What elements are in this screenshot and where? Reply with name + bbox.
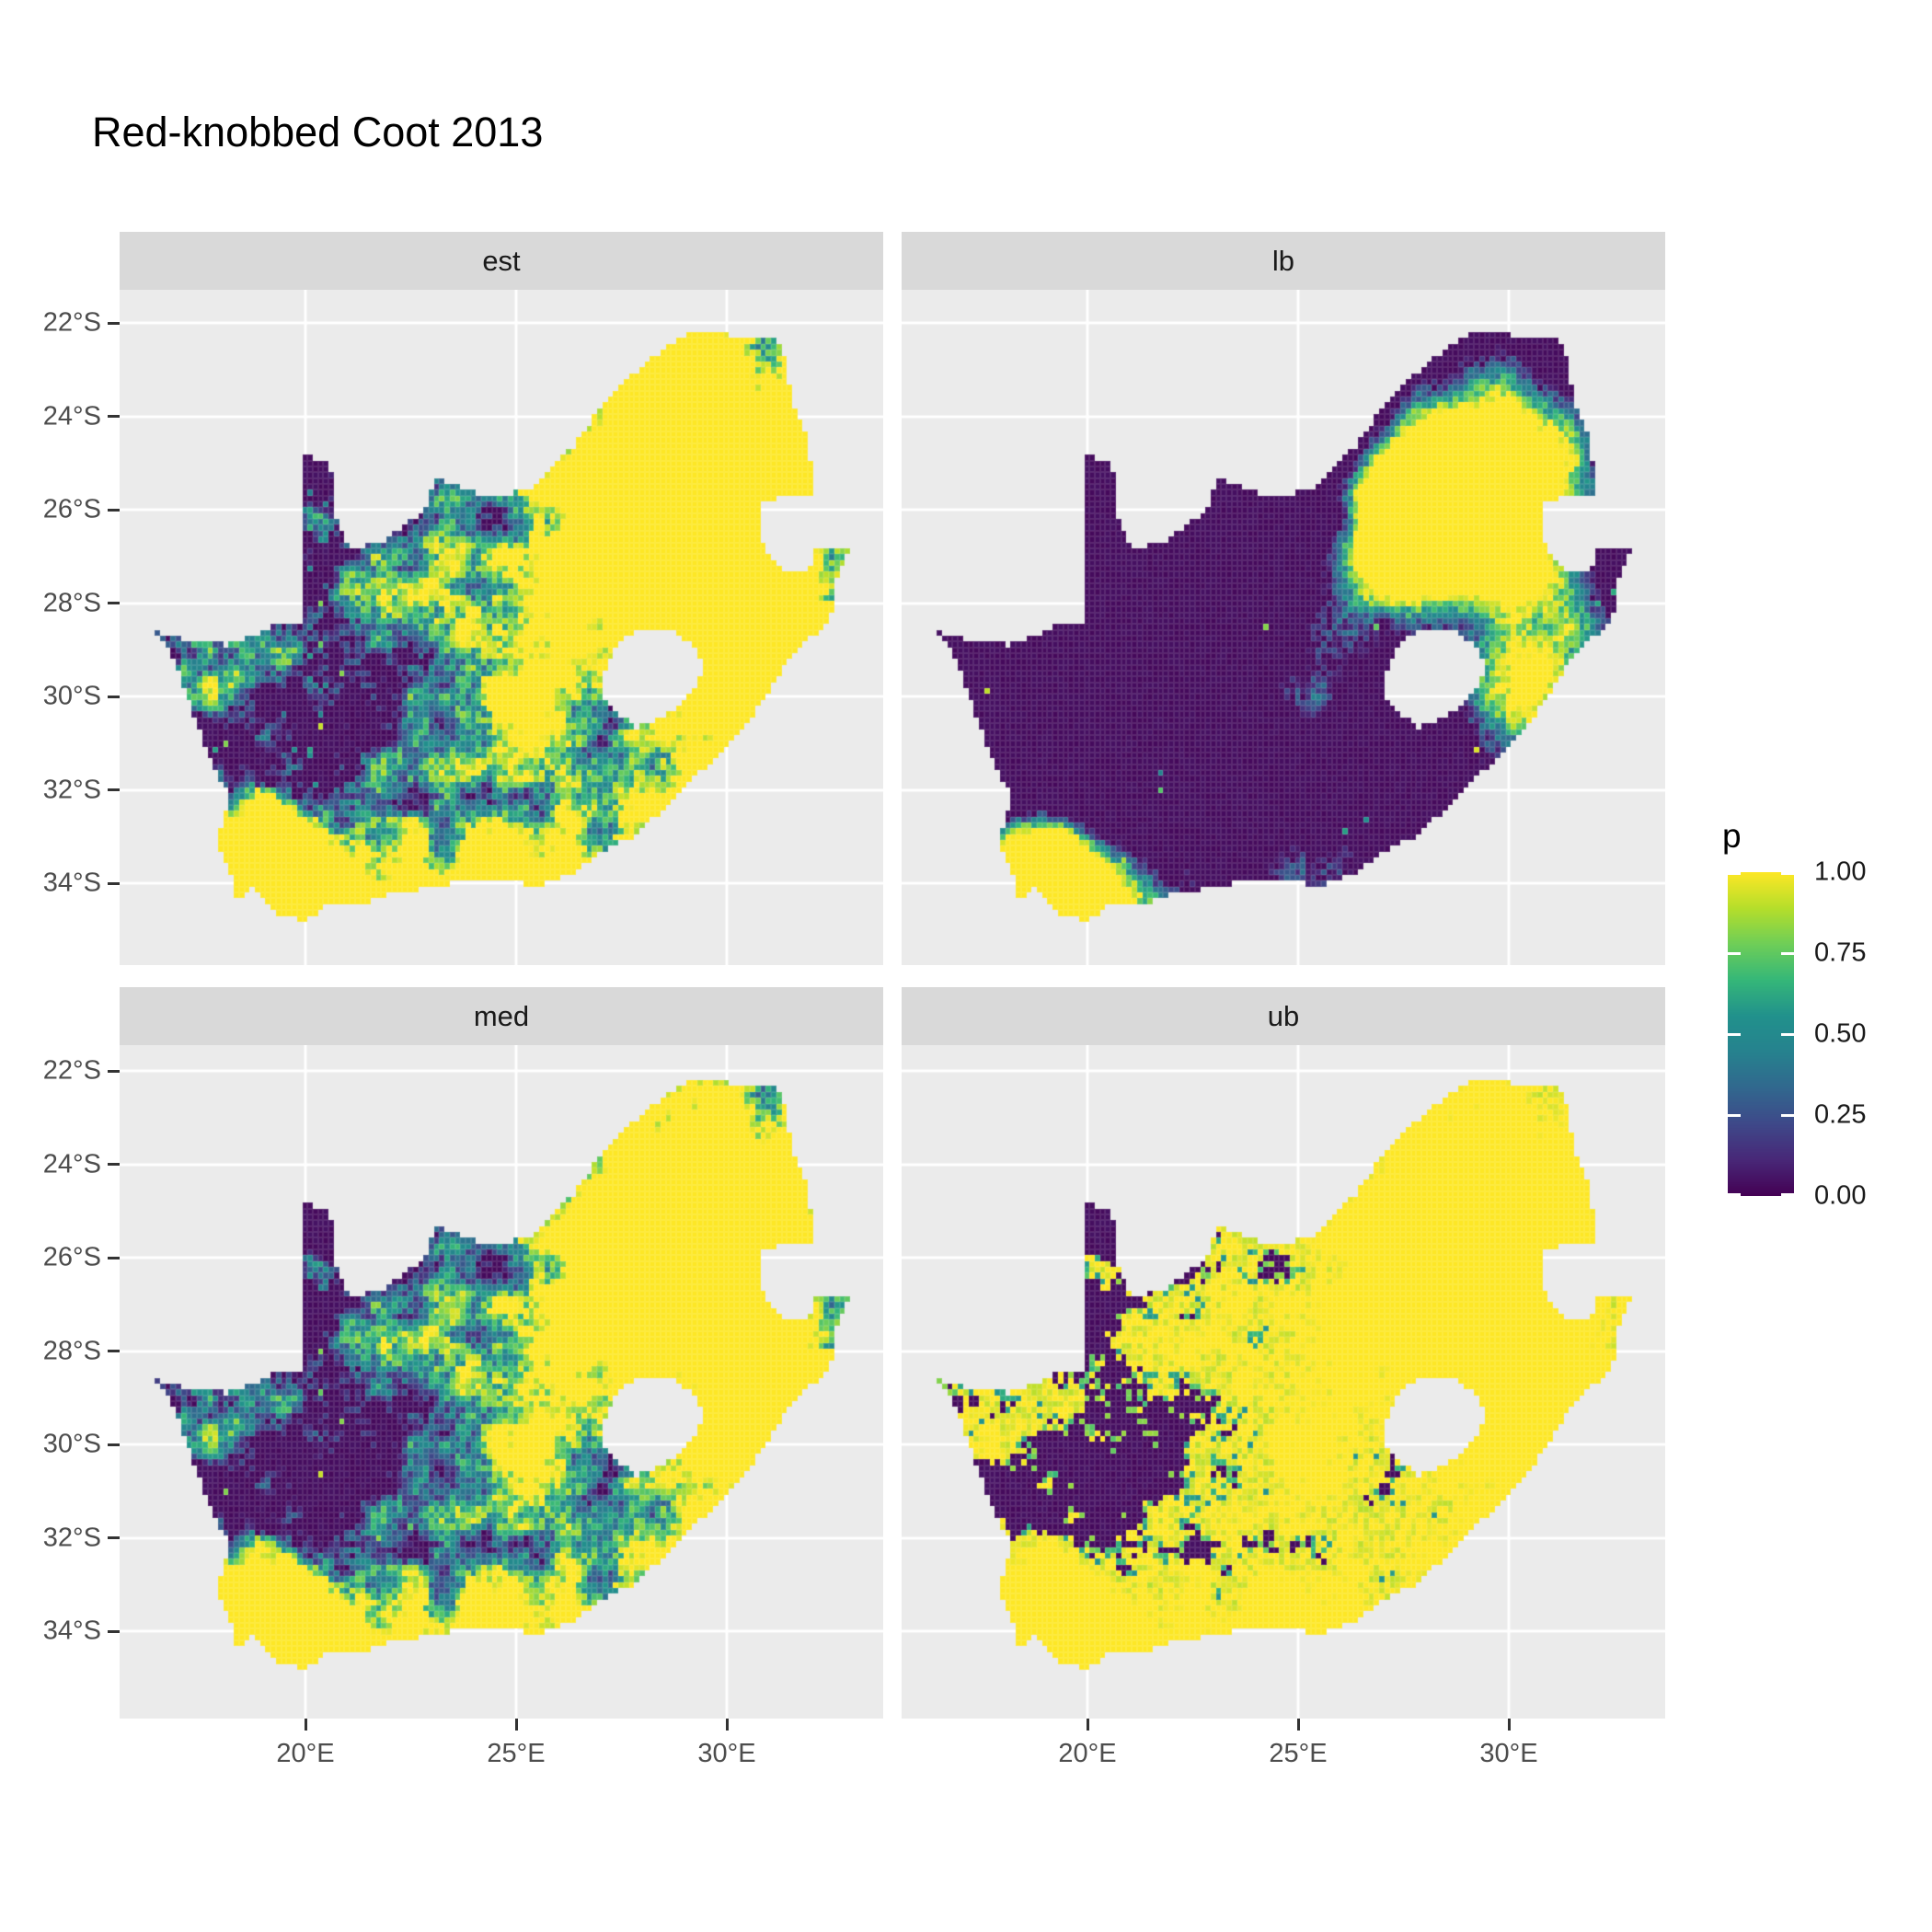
y-tick-label: 26°S	[42, 1242, 101, 1272]
y-axis-tick	[108, 1163, 120, 1166]
legend-tick-label: 1.00	[1814, 857, 1867, 887]
legend-colorbar-tick	[1728, 951, 1741, 955]
y-tick-label: 30°S	[42, 681, 101, 711]
facet-lb-map-panel	[902, 290, 1665, 965]
y-tick-label: 24°S	[42, 401, 101, 431]
legend-colorbar-tick	[1781, 872, 1794, 875]
y-tick-label: 22°S	[42, 1055, 101, 1086]
y-tick-label: 28°S	[42, 1336, 101, 1365]
y-axis-tick	[108, 321, 120, 325]
x-axis-tick	[725, 1719, 729, 1731]
legend-title: p	[1722, 817, 1742, 855]
facet-strip-med: med	[120, 987, 883, 1045]
y-tick-label: 34°S	[42, 868, 101, 898]
y-axis-tick	[108, 1629, 120, 1633]
legend-colorbar-tick	[1781, 1032, 1794, 1036]
y-axis-tick	[108, 508, 120, 512]
y-tick-label: 30°S	[42, 1429, 101, 1459]
x-axis-tick	[514, 1719, 518, 1731]
legend-colorbar-tick	[1728, 1193, 1741, 1196]
y-tick-label: 32°S	[42, 1523, 101, 1552]
x-axis-tick	[1507, 1719, 1511, 1731]
plot-title: Red-knobbed Coot 2013	[92, 109, 544, 155]
y-axis-tick	[108, 415, 120, 418]
legend-tick-label: 0.75	[1814, 937, 1867, 968]
y-axis-tick	[108, 1350, 120, 1352]
y-axis-tick	[108, 695, 120, 698]
legend-colorbar-tick	[1781, 951, 1794, 955]
legend-tick-label: 0.25	[1814, 1099, 1867, 1130]
legend-colorbar-tick	[1728, 872, 1741, 875]
y-tick-label: 26°S	[42, 494, 101, 524]
y-axis-tick	[108, 1443, 120, 1446]
y-axis-tick	[108, 788, 120, 791]
x-tick-label: 25°E	[1269, 1739, 1328, 1768]
y-tick-label: 32°S	[42, 775, 101, 804]
facet-strip-label: lb	[1271, 244, 1295, 277]
facet-strip-label: est	[482, 244, 521, 277]
x-tick-label: 30°E	[1479, 1739, 1538, 1768]
legend-colorbar-tick	[1728, 1113, 1741, 1117]
y-axis-tick	[108, 602, 120, 604]
y-tick-label: 28°S	[42, 588, 101, 617]
y-axis-tick	[108, 1256, 120, 1259]
facet-med-map-panel	[120, 1045, 883, 1719]
y-axis-tick	[108, 1069, 120, 1073]
legend-tick-label: 0.50	[1814, 1018, 1867, 1049]
x-axis-tick	[1086, 1719, 1089, 1731]
legend-tick-label: 0.00	[1814, 1180, 1867, 1211]
y-axis-tick	[108, 881, 120, 885]
x-tick-label: 20°E	[276, 1739, 335, 1768]
x-axis-tick	[304, 1719, 307, 1731]
facet-strip-ub: ub	[902, 987, 1665, 1045]
legend-colorbar-tick	[1781, 1193, 1794, 1196]
y-axis-tick	[108, 1536, 120, 1539]
y-tick-label: 24°S	[42, 1149, 101, 1179]
facet-strip-label: med	[473, 999, 530, 1032]
x-tick-label: 30°E	[697, 1739, 756, 1768]
facet-strip-est: est	[120, 232, 883, 290]
x-axis-tick	[1296, 1719, 1300, 1731]
legend-colorbar-tick	[1728, 1032, 1741, 1036]
y-tick-label: 34°S	[42, 1616, 101, 1646]
y-tick-label: 22°S	[42, 307, 101, 338]
x-tick-label: 20°E	[1058, 1739, 1117, 1768]
facet-est-map-panel	[120, 290, 883, 965]
facet-ub-map-panel	[902, 1045, 1665, 1719]
facet-strip-lb: lb	[902, 232, 1665, 290]
x-tick-label: 25°E	[487, 1739, 546, 1768]
legend-colorbar-tick	[1781, 1113, 1794, 1117]
facet-strip-label: ub	[1267, 999, 1300, 1032]
